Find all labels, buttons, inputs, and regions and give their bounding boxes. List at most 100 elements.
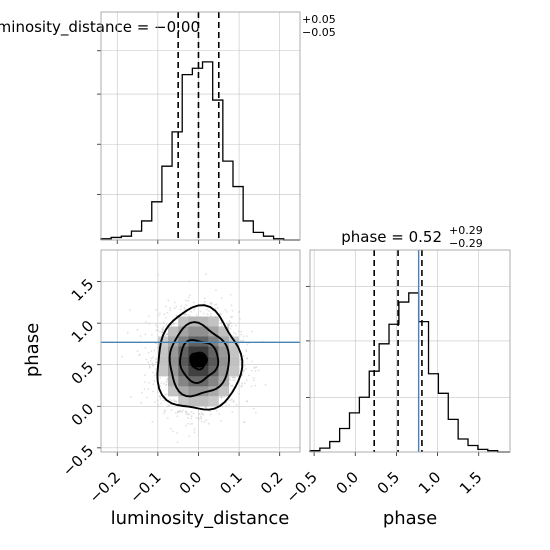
- sample-point: [245, 379, 248, 382]
- sample-point: [164, 393, 167, 396]
- sample-point: [228, 376, 231, 379]
- sample-point: [143, 381, 146, 384]
- sample-point: [230, 398, 233, 401]
- sample-point: [203, 421, 206, 423]
- sample-point: [231, 310, 234, 312]
- sample-point: [246, 357, 249, 360]
- sample-point: [225, 401, 228, 404]
- density-cell: [198, 326, 209, 337]
- sample-point: [165, 316, 168, 319]
- sample-point: [145, 321, 147, 323]
- sample-point: [241, 373, 244, 376]
- sample-point: [220, 397, 223, 399]
- sample-point: [161, 331, 163, 334]
- sample-point: [144, 333, 147, 336]
- sample-point: [165, 305, 168, 308]
- sample-point: [210, 302, 213, 304]
- sample-point: [220, 297, 223, 299]
- sample-point: [229, 384, 232, 387]
- sample-point: [155, 357, 158, 360]
- sample-point: [220, 396, 223, 399]
- sample-point: [190, 310, 192, 313]
- sample-point: [228, 324, 231, 326]
- sample-point: [238, 393, 240, 395]
- sample-point: [185, 304, 188, 307]
- sample-point: [152, 371, 155, 374]
- sample-point: [166, 417, 169, 419]
- sample-point: [193, 431, 196, 434]
- sample-point: [149, 360, 152, 362]
- sample-point: [148, 322, 151, 325]
- sample-point: [206, 313, 209, 315]
- x-axis-label-phase: phase: [383, 508, 437, 529]
- sample-point: [159, 395, 161, 398]
- sample-point: [151, 420, 154, 423]
- sample-point: [150, 350, 153, 353]
- x-tick-label: 0.5: [374, 468, 404, 498]
- density-cell: [198, 316, 209, 327]
- sample-point: [195, 417, 198, 419]
- sample-point: [185, 413, 188, 415]
- axes-frame: [309, 249, 511, 453]
- sample-point: [130, 395, 133, 398]
- density-cell: [198, 366, 209, 377]
- sample-point: [242, 354, 245, 357]
- sample-point: [136, 350, 139, 352]
- sample-point: [169, 309, 172, 312]
- gridlines: [101, 12, 300, 240]
- histogram-luminosity-distance: [100, 61, 300, 241]
- density-cell: [168, 336, 179, 347]
- sample-point: [198, 418, 201, 420]
- sample-point: [235, 403, 238, 406]
- x-axis-label-luminosity-distance: luminosity_distance: [111, 508, 290, 529]
- sample-point: [164, 334, 167, 337]
- sample-point: [224, 308, 227, 311]
- density-cell: [178, 376, 189, 387]
- density-cell: [208, 336, 219, 347]
- density-cell: [228, 366, 240, 377]
- sample-point: [163, 412, 165, 415]
- sample-point: [164, 410, 167, 413]
- sample-point: [179, 308, 182, 311]
- density-cell: [218, 386, 229, 397]
- sample-point: [243, 382, 246, 385]
- sample-point: [231, 385, 234, 387]
- sample-point: [238, 311, 241, 313]
- sample-point: [168, 398, 171, 400]
- sample-point: [157, 314, 160, 317]
- sample-point: [140, 391, 143, 394]
- sample-point: [179, 410, 182, 413]
- sample-point: [169, 307, 171, 309]
- sample-point: [229, 399, 232, 402]
- sample-point: [245, 350, 248, 353]
- sample-point: [190, 415, 193, 418]
- density-cell: [168, 366, 179, 377]
- axes-frame: [100, 249, 301, 453]
- sample-point: [170, 399, 173, 402]
- density-cell: [157, 366, 169, 377]
- sample-point: [246, 335, 248, 337]
- sample-point: [200, 417, 203, 420]
- sample-point: [253, 366, 256, 369]
- panel-luminosity-distance-histogram: [97, 11, 301, 244]
- sample-point: [215, 409, 218, 412]
- sample-point: [220, 396, 223, 399]
- sample-point: [175, 412, 177, 414]
- sample-point: [255, 411, 257, 414]
- sample-point: [240, 333, 243, 336]
- sample-point: [163, 409, 166, 412]
- sample-point: [157, 404, 160, 407]
- sample-point: [160, 382, 163, 384]
- sample-point: [173, 301, 176, 304]
- sample-point: [253, 367, 256, 369]
- sample-point: [145, 358, 148, 361]
- sample-point: [145, 396, 148, 399]
- sample-point: [173, 400, 176, 402]
- sample-point: [152, 383, 155, 386]
- sample-point: [227, 404, 230, 406]
- sample-point: [234, 379, 236, 382]
- density-cell: [178, 326, 189, 337]
- sample-point: [245, 348, 247, 351]
- sample-point: [154, 401, 156, 404]
- sample-point: [200, 415, 203, 418]
